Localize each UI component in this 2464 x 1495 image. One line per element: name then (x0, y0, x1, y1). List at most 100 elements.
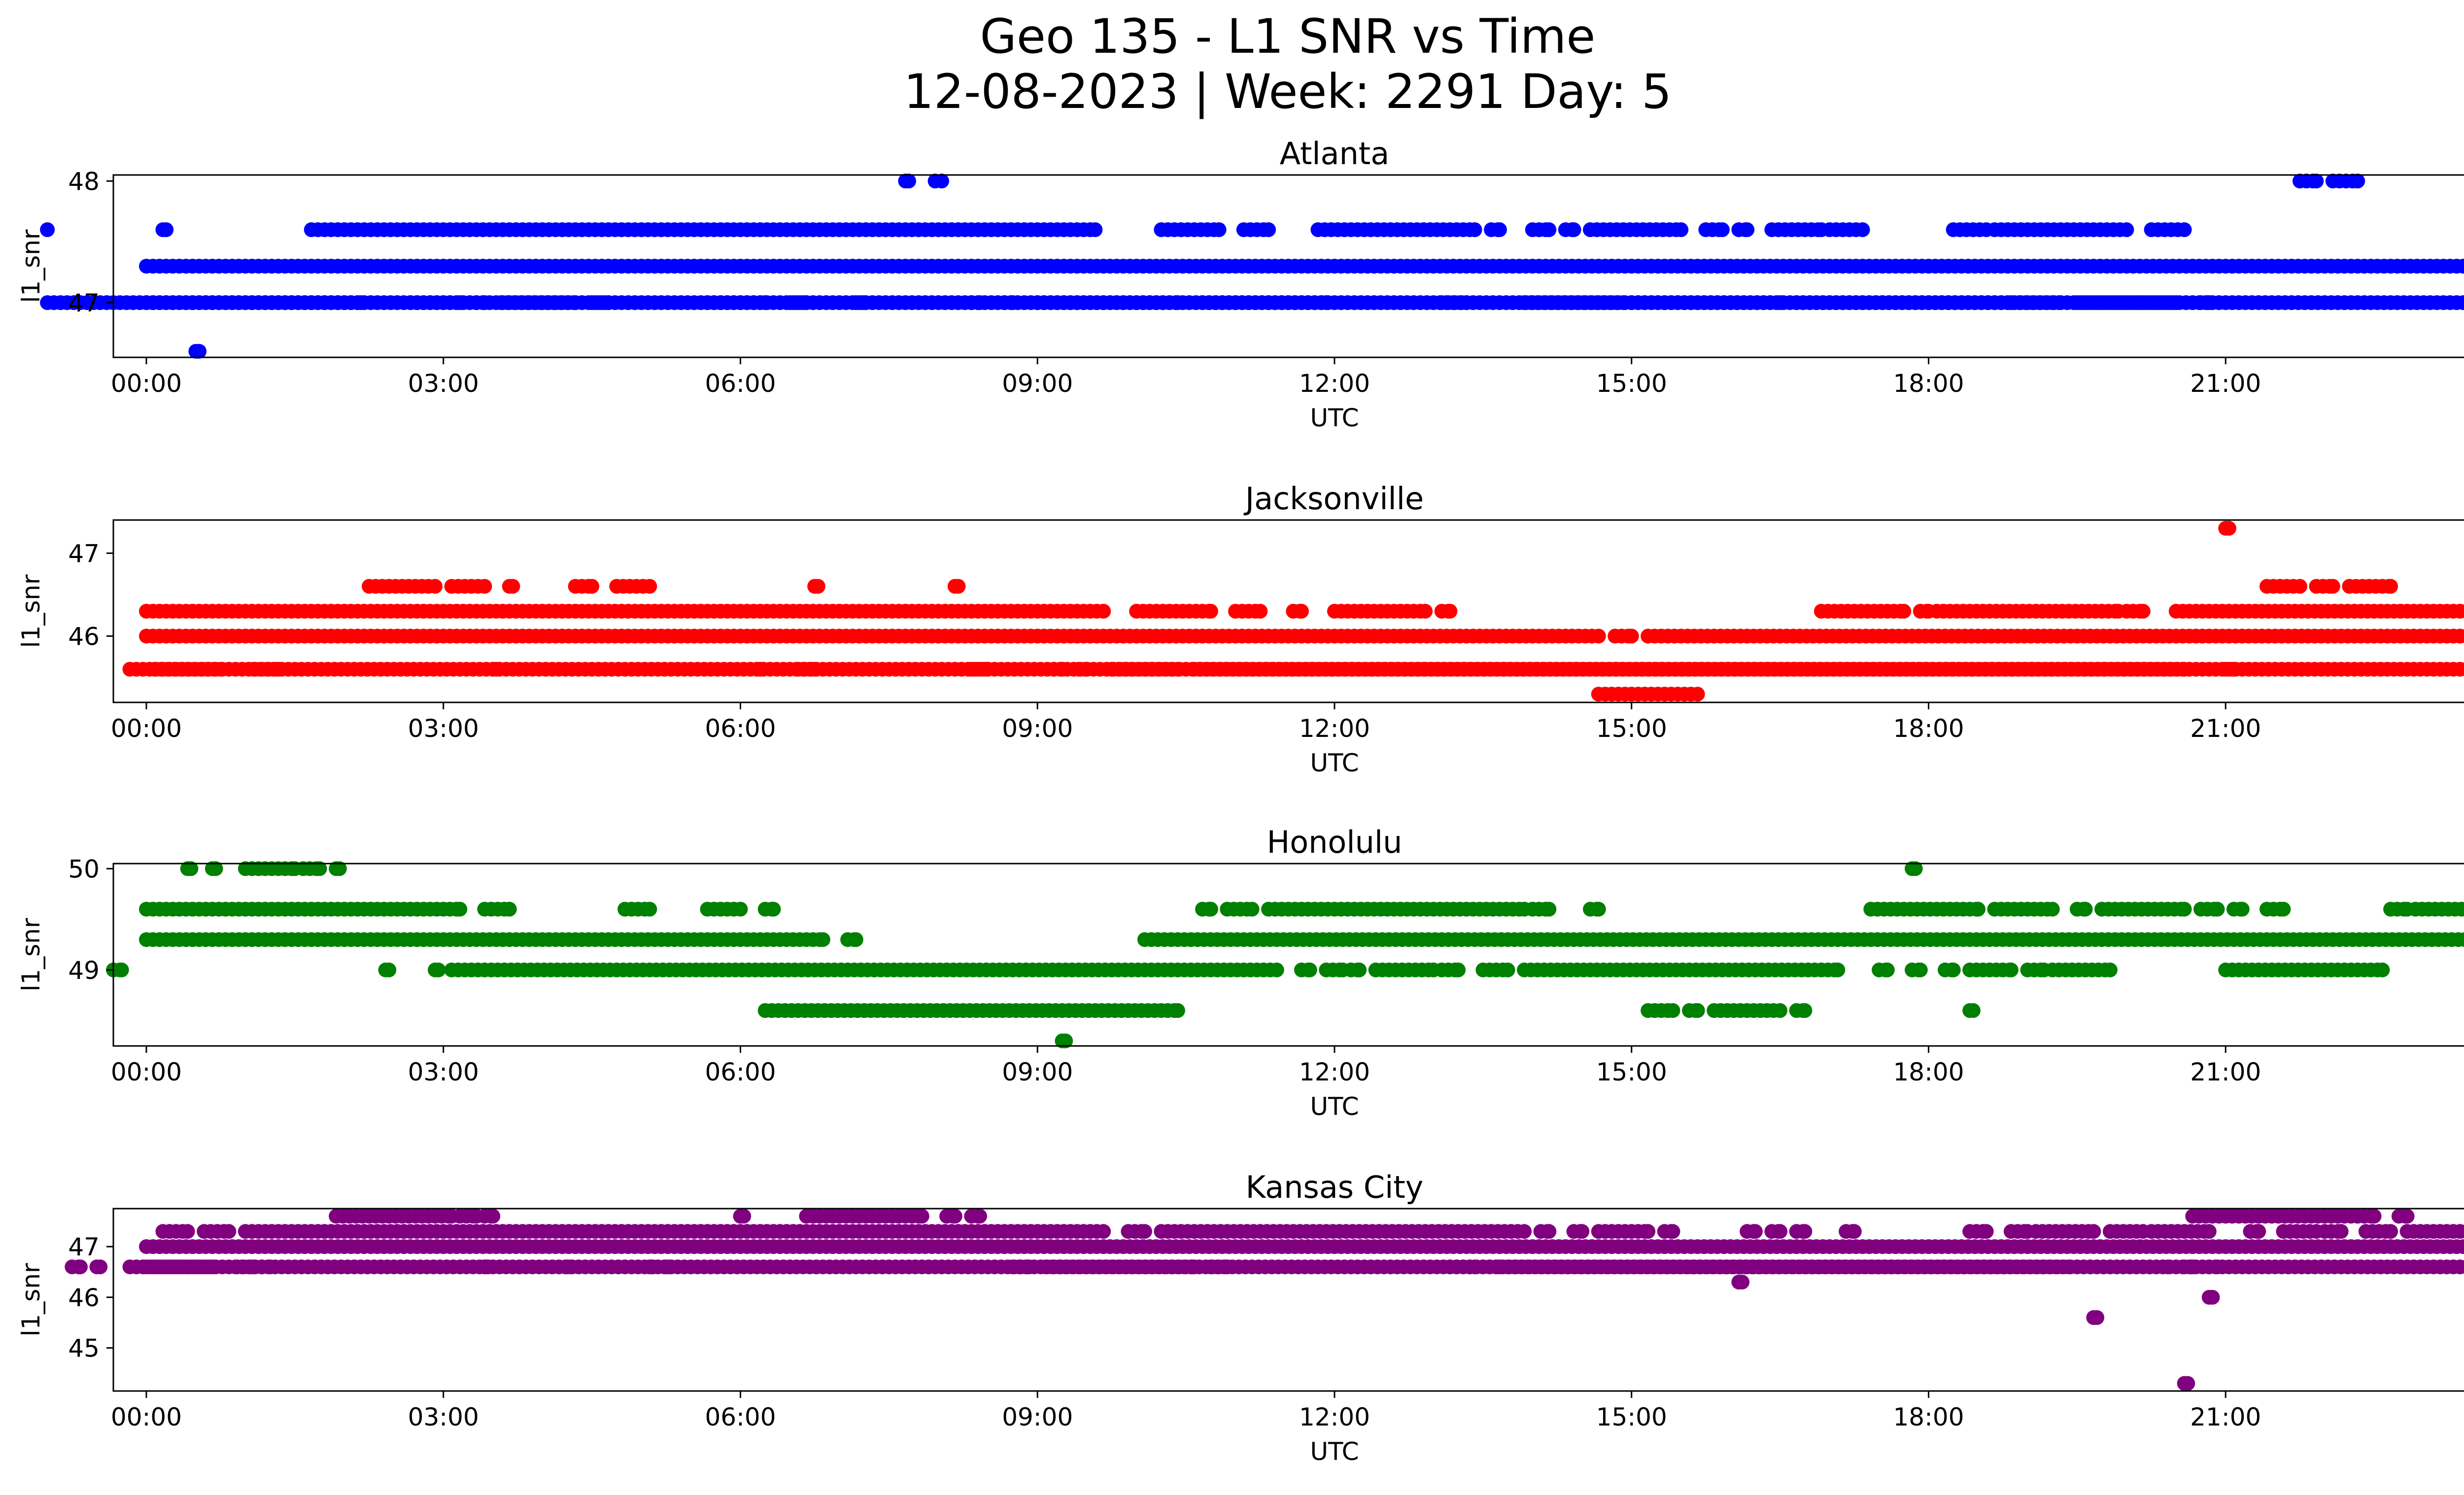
data-point (914, 1209, 929, 1224)
data-point (2045, 902, 2060, 917)
data-point (951, 579, 966, 594)
data-point (1690, 687, 1705, 702)
data-point (2459, 604, 2464, 619)
figure-title-line2: 12-08-2023 | Week: 2291 Day: 5 (903, 64, 1672, 119)
data-point (2383, 1224, 2398, 1239)
subplot-title: Atlanta (1280, 136, 1389, 172)
data-point (1735, 1275, 1750, 1289)
subplot-title: Jacksonville (1243, 481, 1424, 517)
data-point (1847, 1224, 1862, 1239)
x-tick-label: 06:00 (705, 714, 776, 743)
x-tick-label: 09:00 (1002, 714, 1073, 743)
data-point (1058, 1033, 1073, 1048)
data-point (40, 222, 55, 237)
data-point (428, 579, 443, 594)
data-point (1971, 902, 1985, 917)
data-point (1773, 1224, 1788, 1239)
x-tick-label: 18:00 (1893, 714, 1964, 743)
data-point (2276, 902, 2291, 917)
data-point (2177, 902, 2192, 917)
data-point (1979, 1224, 1994, 1239)
data-point (2456, 259, 2464, 274)
data-point (2234, 902, 2250, 917)
data-point (810, 579, 825, 594)
data-point (1302, 962, 1317, 977)
data-point (1913, 962, 1928, 977)
data-point (2222, 521, 2236, 536)
data-point (2205, 1289, 2220, 1305)
data-point (73, 1259, 88, 1275)
data-point (1855, 222, 1870, 237)
x-tick-label: 21:00 (2190, 714, 2261, 743)
figure-title: Geo 135 - L1 SNR vs Time 12-08-2023 | We… (0, 9, 2464, 119)
data-point (1574, 1224, 1590, 1239)
data-point (2457, 932, 2464, 947)
x-tick-label: 03:00 (408, 1058, 479, 1086)
data-point (2459, 662, 2464, 676)
data-point (2086, 1224, 2101, 1239)
data-point (901, 174, 916, 189)
x-tick-label: 12:00 (1299, 714, 1370, 743)
data-point (2003, 962, 2019, 977)
y-tick-label: 47 (68, 539, 100, 568)
data-point (1624, 628, 1639, 644)
data-point (1517, 1224, 1532, 1239)
data-point (1908, 861, 1923, 876)
subplot-title: Kansas City (1246, 1169, 1424, 1205)
data-point (1203, 902, 1218, 917)
x-axis-label: UTC (1310, 1437, 1359, 1466)
data-point (1294, 604, 1309, 619)
data-points (106, 861, 2464, 1048)
data-point (972, 1209, 987, 1224)
data-point (1591, 902, 1606, 917)
x-tick-label: 21:00 (2190, 1058, 2261, 1086)
data-point (2399, 1209, 2415, 1224)
x-axis-label: UTC (1310, 749, 1359, 777)
data-point (502, 902, 517, 917)
data-point (947, 1209, 962, 1224)
x-tick-label: 12:00 (1299, 369, 1370, 398)
data-point (2454, 902, 2464, 917)
x-tick-label: 15:00 (1596, 1058, 1667, 1086)
data-point (1566, 222, 1581, 237)
data-point (1418, 604, 1433, 619)
y-tick-label: 47 (68, 1233, 100, 1261)
data-point (1269, 962, 1284, 977)
data-point (1591, 628, 1606, 644)
x-tick-label: 00:00 (111, 1403, 182, 1431)
data-point (1830, 962, 1846, 977)
data-point (2180, 1376, 2195, 1391)
data-point (2383, 579, 2398, 594)
data-point (192, 344, 207, 359)
data-point (1492, 222, 1507, 237)
y-tick-label: 48 (68, 167, 100, 196)
data-point (1541, 222, 1557, 237)
y-tick-label: 46 (68, 1284, 100, 1312)
x-tick-label: 06:00 (705, 369, 776, 398)
plot-frame (112, 863, 2464, 1047)
data-point (332, 861, 347, 876)
x-tick-label: 12:00 (1299, 1058, 1370, 1086)
x-axis-label: UTC (1310, 404, 1359, 432)
data-point (2251, 1224, 2266, 1239)
data-point (1797, 1224, 1813, 1239)
data-point (431, 962, 446, 977)
data-point (1690, 1003, 1705, 1018)
data-point (2089, 1310, 2105, 1325)
data-point (485, 1209, 501, 1224)
x-tick-label: 03:00 (408, 1403, 479, 1431)
data-point (1714, 222, 1730, 237)
data-point (1211, 222, 1227, 237)
data-point (505, 579, 520, 594)
data-point (2462, 1242, 2464, 1252)
data-point (1665, 1003, 1680, 1018)
x-tick-label: 21:00 (2190, 369, 2261, 398)
data-point (2459, 1224, 2464, 1239)
x-tick-label: 00:00 (111, 1058, 182, 1086)
data-point (642, 579, 657, 594)
data-point (208, 861, 223, 876)
data-point (1641, 1224, 1656, 1239)
